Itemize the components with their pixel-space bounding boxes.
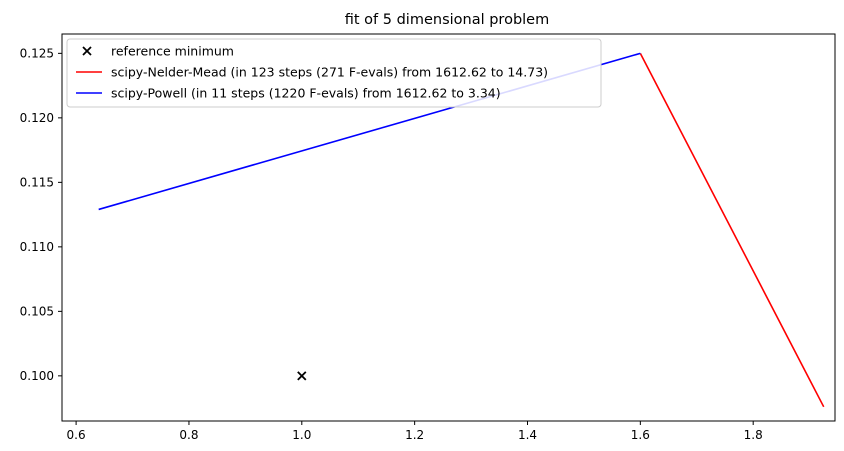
legend-marker-0 bbox=[82, 46, 92, 56]
scatter-point-marker bbox=[297, 371, 307, 381]
y-tick-label: 0.110 bbox=[20, 240, 54, 254]
chart-title: fit of 5 dimensional problem bbox=[345, 12, 549, 28]
x-tick-label: 1.4 bbox=[518, 428, 537, 442]
y-tick-label: 0.105 bbox=[20, 304, 54, 318]
x-tick-label: 1.6 bbox=[631, 428, 650, 442]
y-axis: 0.100 0.105 0.110 0.115 0.120 0.125 bbox=[20, 46, 62, 383]
legend-box bbox=[66, 38, 602, 108]
series-line-1 bbox=[639, 52, 825, 408]
y-tick-label: 0.100 bbox=[20, 369, 54, 383]
x-axis: 0.6 0.8 1.0 1.2 1.4 1.6 1.8 bbox=[67, 421, 763, 442]
x-tick-label: 1.2 bbox=[405, 428, 424, 442]
legend: reference minimum scipy-Nelder-Mead (in 1… bbox=[66, 38, 602, 108]
x-tick-label: 1.0 bbox=[292, 428, 311, 442]
legend-label-1: scipy-Nelder-Mead (in 123 steps (271 F-e… bbox=[111, 65, 548, 80]
plot-frame bbox=[61, 33, 836, 422]
x-tick-label: 0.6 bbox=[67, 428, 86, 442]
y-tick-label: 0.115 bbox=[20, 175, 54, 189]
legend-label-2: scipy-Powell (in 11 steps (1220 F-evals)… bbox=[111, 86, 501, 101]
legend-label-0: reference minimum bbox=[111, 44, 234, 59]
x-tick-label: 0.8 bbox=[179, 428, 198, 442]
y-tick-label: 0.120 bbox=[20, 111, 54, 125]
y-tick-label: 0.125 bbox=[20, 46, 54, 60]
x-tick-label: 1.8 bbox=[744, 428, 763, 442]
